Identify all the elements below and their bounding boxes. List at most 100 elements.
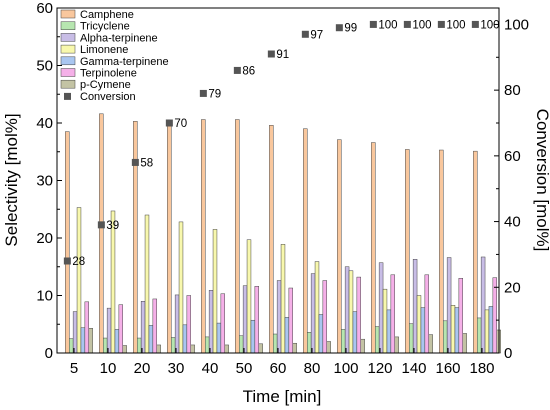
conversion-point-180: [471, 20, 479, 28]
conversion-label-10: 39: [106, 220, 119, 232]
bar-gamma-terpinene-5: [80, 327, 86, 354]
bar-tricyclene-100: [341, 329, 346, 354]
bar-gamma-terpinene-180: [488, 306, 494, 354]
bar-terpinolene-30: [186, 295, 192, 354]
bar-alpha-terpinene-100: [344, 266, 350, 354]
bar-camphene-160: [439, 149, 444, 354]
bar-limonene-50: [246, 239, 252, 354]
bar-tricyclene-50: [239, 335, 244, 354]
bar-tricyclene-30: [171, 337, 176, 354]
bar-terpinolene-160: [458, 278, 464, 354]
y-axis-label: Selectivity [mol%]: [2, 113, 21, 246]
bar-tricyclene-140: [409, 323, 414, 354]
bar-camphene-100: [337, 139, 342, 354]
conversion-label-30: 70: [174, 118, 187, 130]
bar-terpinolene-20: [152, 298, 158, 354]
conversion-label-20: 58: [140, 157, 153, 169]
x-tick-label-180: 180: [469, 360, 494, 377]
x-tick-label-30: 30: [168, 360, 185, 377]
legend-swatch-camphene: [60, 9, 76, 19]
bar-limonene-60: [280, 244, 286, 354]
bar-terpinolene-60: [288, 287, 294, 354]
bar-limonene-140: [416, 295, 422, 354]
bar-tricyclene-160: [443, 320, 448, 354]
bar-terpinolene-50: [254, 286, 260, 354]
bar-camphene-50: [235, 119, 240, 354]
bar-limonene-120: [382, 288, 388, 354]
bar-p-cymene-80: [326, 341, 331, 354]
legend-label-p-cymene: p-Cymene: [80, 79, 131, 91]
bar-camphene-10: [99, 113, 104, 354]
bar-camphene-5: [65, 131, 70, 354]
conversion-label-180: 100: [480, 19, 499, 31]
conversion-label-80: 97: [310, 29, 323, 41]
x-tick-label-20: 20: [134, 360, 151, 377]
bar-p-cymene-140: [428, 334, 433, 354]
bar-terpinolene-120: [390, 274, 396, 354]
legend-swatch-terpinolene: [60, 68, 76, 77]
bar-p-cymene-50: [258, 343, 263, 354]
conversion-point-10: [97, 221, 105, 229]
bar-terpinolene-40: [220, 293, 226, 354]
conversion-label-100: 99: [344, 23, 357, 35]
conversion-label-40: 79: [208, 88, 221, 100]
bar-camphene-80: [303, 128, 308, 354]
bar-p-cymene-10: [122, 345, 127, 354]
legend-swatch-limonene: [60, 44, 76, 54]
x-tick-label-140: 140: [401, 360, 426, 377]
x-tick-label-100: 100: [333, 360, 358, 377]
legend-swatch-gamma-terpinene: [60, 56, 76, 66]
bar-alpha-terpinene-10: [106, 307, 112, 354]
bar-tricyclene-5: [69, 338, 74, 354]
bar-limonene-180: [484, 309, 490, 354]
conversion-point-100: [335, 24, 343, 32]
x-tick-label-50: 50: [236, 360, 253, 377]
x-tick-label-80: 80: [304, 360, 321, 377]
y-tick-label-30: 30: [36, 173, 53, 190]
axes: 0 10 20 30 40 50 60 0 20 40 60 80 100 5 10 20 30 40 50 60 80…: [36, 0, 529, 377]
y2-tick-label-20: 20: [504, 279, 521, 296]
bar-gamma-terpinene-20: [148, 325, 154, 354]
conversion-point-50: [233, 66, 241, 74]
bar-alpha-terpinene-120: [378, 262, 384, 354]
bar-p-cymene-160: [462, 333, 467, 354]
bar-camphene-20: [133, 121, 138, 354]
legend-swatch-p-cymene: [60, 79, 76, 89]
bar-gamma-terpinene-30: [182, 324, 188, 354]
conversion-label-5: 28: [72, 256, 85, 268]
conversion-point-80: [301, 30, 309, 38]
conversion-label-120: 100: [378, 19, 397, 31]
conversion-point-40: [199, 89, 207, 97]
bar-p-cymene-100: [360, 338, 365, 354]
bar-camphene-140: [405, 149, 410, 354]
bar-gamma-terpinene-160: [454, 307, 460, 354]
bar-gamma-terpinene-10: [114, 329, 120, 354]
conversion-point-140: [403, 20, 411, 28]
bar-gamma-terpinene-120: [386, 309, 392, 354]
bar-tricyclene-120: [375, 326, 380, 354]
bar-alpha-terpinene-50: [242, 285, 248, 354]
conversion-point-160: [437, 20, 445, 28]
bar-camphene-180: [473, 150, 478, 354]
bar-gamma-terpinene-100: [352, 311, 358, 354]
y-tick-label-10: 10: [36, 288, 53, 305]
bar-tricyclene-20: [137, 337, 142, 354]
y2-tick-label-40: 40: [504, 214, 521, 231]
x-tick-label-120: 120: [367, 360, 392, 377]
conversion-point-120: [369, 20, 377, 28]
bar-terpinolene-180: [492, 277, 498, 354]
legend-label-terpinolene: Terpinolene: [80, 68, 137, 80]
bar-alpha-terpinene-140: [412, 259, 418, 354]
bar-p-cymene-20: [156, 344, 161, 354]
y2-tick-label-60: 60: [504, 148, 521, 165]
y-tick-label-20: 20: [36, 230, 53, 247]
legend-label-conversion: Conversion: [80, 91, 136, 103]
bar-p-cymene-40: [224, 344, 229, 354]
bar-gamma-terpinene-60: [284, 317, 290, 354]
legend-swatch-conversion: [64, 92, 71, 100]
bar-limonene-5: [76, 207, 82, 354]
bar-gamma-terpinene-80: [318, 314, 324, 354]
bar-alpha-terpinene-30: [174, 294, 180, 354]
bar-camphene-30: [167, 121, 172, 354]
bar-alpha-terpinene-160: [446, 257, 452, 354]
